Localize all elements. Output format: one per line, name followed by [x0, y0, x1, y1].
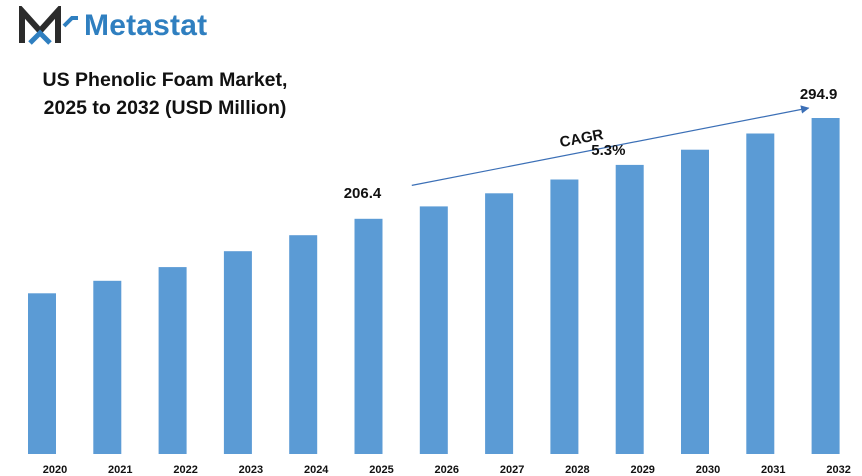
bar-2029	[615, 164, 644, 454]
bar-2020	[28, 293, 56, 454]
x-tick-label-2024: 2024	[304, 464, 329, 476]
bar-2031	[746, 133, 775, 454]
x-tick-label-2025: 2025	[369, 464, 393, 476]
bar-2022	[158, 267, 187, 454]
bar-2023	[223, 251, 252, 454]
x-tick-label-2026: 2026	[435, 464, 459, 476]
bar-2026	[419, 206, 448, 454]
bar-2021	[93, 280, 122, 454]
bar-2030	[681, 149, 709, 454]
brand-name: Metastat	[84, 9, 208, 42]
x-tick-label-2021: 2021	[108, 464, 132, 476]
data-label-2032: 294.9	[800, 86, 838, 103]
x-tick-label-2022: 2022	[173, 464, 197, 476]
x-tick-label-2031: 2031	[761, 464, 785, 476]
chart-title: US Phenolic Foam Market, 2025 to 2032 (U…	[20, 66, 310, 122]
bar-2032	[811, 118, 840, 454]
x-tick-label-2029: 2029	[630, 464, 654, 476]
x-tick-label-2020: 2020	[43, 464, 67, 476]
chart-title-line-2: 2025 to 2032 (USD Million)	[43, 97, 287, 119]
bar-series	[28, 118, 840, 455]
x-tick-label-2027: 2027	[500, 464, 524, 476]
cagr-value: 5.3%	[591, 142, 625, 159]
metastat-m-logo-icon	[19, 6, 78, 45]
x-axis-ticks: 2020 2021 2022 2023 2024 2025 2026 2027 2028 2029…	[43, 464, 851, 476]
bar-2028	[550, 179, 579, 454]
data-label-2025: 206.4	[344, 185, 382, 202]
brand-logo: Metastat	[18, 6, 207, 46]
data-labels: 206.4 294.9	[344, 86, 838, 202]
x-tick-label-2030: 2030	[696, 464, 720, 476]
bar-2024	[289, 235, 318, 454]
bar-2027	[485, 193, 514, 455]
x-tick-label-2023: 2023	[239, 464, 263, 476]
bar-2025	[354, 218, 383, 454]
x-tick-label-2028: 2028	[565, 464, 589, 476]
chart-title-line-1: US Phenolic Foam Market,	[42, 69, 288, 91]
x-tick-label-2032: 2032	[826, 464, 850, 476]
cagr-arrow	[411, 105, 810, 186]
